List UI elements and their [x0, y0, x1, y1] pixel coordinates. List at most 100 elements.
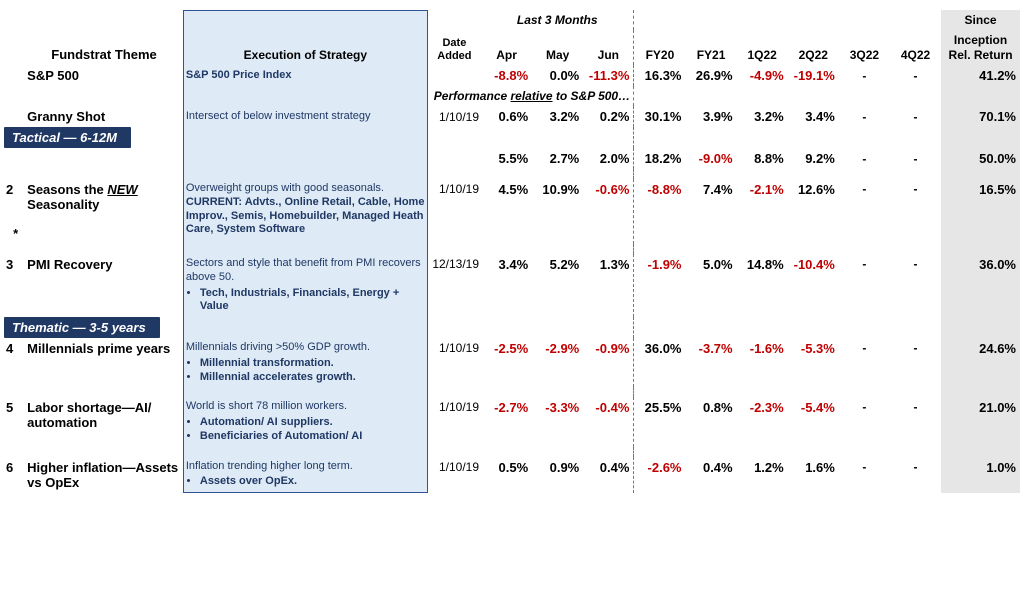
r4-jun: -0.9%	[583, 338, 634, 387]
r5-q2: -5.4%	[788, 397, 839, 446]
r5-fy20: 25.5%	[634, 397, 685, 446]
r2-fy20: -8.8%	[634, 179, 685, 244]
perfnote-b: relative	[511, 89, 553, 103]
r6-theme: Higher inflation—Assets vs OpEx	[23, 457, 183, 494]
tact-fy21: -9.0%	[686, 148, 737, 169]
granny-fy20: 30.1%	[634, 106, 685, 127]
hdr-2q22: 2Q22	[788, 30, 839, 65]
hdr-since: Since	[941, 10, 1020, 30]
r3-fy21: 5.0%	[686, 254, 737, 317]
r2-may: 10.9%	[532, 179, 583, 244]
r3-date: 12/13/19	[428, 254, 481, 317]
r6-q1: 1.2%	[737, 457, 788, 494]
hdr-fy20: FY20	[634, 30, 685, 65]
granny-q1: 3.2%	[737, 106, 788, 127]
row-perfnote: Performance relative to S&P 500…	[4, 86, 1020, 106]
spx-theme: S&P 500	[23, 65, 183, 86]
r2-q1: -2.1%	[737, 179, 788, 244]
granny-exec: Intersect of below investment strategy	[183, 106, 428, 127]
r3-may: 5.2%	[532, 254, 583, 317]
r6-inc: 1.0%	[941, 457, 1020, 494]
hdr-1q22: 1Q22	[737, 30, 788, 65]
r5-num: 5	[4, 397, 23, 446]
r4-apr: -2.5%	[481, 338, 532, 387]
spx-fy21: 26.9%	[686, 65, 737, 86]
r4-fy21: -3.7%	[686, 338, 737, 387]
r4-inc: 24.6%	[941, 338, 1020, 387]
r2-theme-c: Seasonality	[27, 197, 99, 212]
granny-q3: -	[839, 106, 890, 127]
hdr-inception: InceptionRel. Return	[941, 30, 1020, 65]
r5-fy21: 0.8%	[686, 397, 737, 446]
row-tactical-sum: 5.5% 2.7% 2.0% 18.2% -9.0% 8.8% 9.2% - -…	[4, 148, 1020, 169]
granny-inc: 70.1%	[941, 106, 1020, 127]
r3-q3: -	[839, 254, 890, 317]
r3-b1: Tech, Industrials, Financials, Energy + …	[200, 287, 399, 313]
strategy-table: Last 3 Months Since Fundstrat Theme Exec…	[4, 10, 1020, 493]
tact-may: 2.7%	[532, 148, 583, 169]
r2-exec1: Overweight groups with good seasonals.	[186, 182, 384, 194]
hdr-3q22: 3Q22	[839, 30, 890, 65]
granny-theme: Granny Shot	[23, 106, 183, 127]
tact-inc: 50.0%	[941, 148, 1020, 169]
spx-q2: -19.1%	[788, 65, 839, 86]
r3-q4: -	[890, 254, 941, 317]
tactical-pill: Tactical — 6-12M	[4, 127, 131, 148]
r6-apr: 0.5%	[481, 457, 532, 494]
r6-fy21: 0.4%	[686, 457, 737, 494]
row-6: 6 Higher inflation—Assets vs OpEx Inflat…	[4, 457, 1020, 494]
r6-q3: -	[839, 457, 890, 494]
spx-may: 0.0%	[532, 65, 583, 86]
r6-date: 1/10/19	[428, 457, 481, 494]
r6-q4: -	[890, 457, 941, 494]
r2-theme-b: NEW	[107, 182, 137, 197]
spx-jun: -11.3%	[583, 65, 634, 86]
spx-inc: 41.2%	[941, 65, 1020, 86]
header-row-1: Last 3 Months Since	[4, 10, 1020, 30]
r6-fy20: -2.6%	[634, 457, 685, 494]
hdr-theme: Fundstrat Theme	[23, 30, 183, 65]
granny-q4: -	[890, 106, 941, 127]
spx-fy20: 16.3%	[634, 65, 685, 86]
r3-fy20: -1.9%	[634, 254, 685, 317]
r3-exec1: Sectors and style that benefit from PMI …	[186, 257, 421, 283]
r4-q1: -1.6%	[737, 338, 788, 387]
r5-inc: 21.0%	[941, 397, 1020, 446]
r2-star: *	[13, 226, 181, 241]
r3-inc: 36.0%	[941, 254, 1020, 317]
r6-b1: Assets over OpEx.	[200, 475, 297, 487]
r4-exec1: Millennials driving >50% GDP growth.	[186, 341, 370, 353]
r2-date: 1/10/19	[428, 179, 481, 244]
r5-b2: Beneficiaries of Automation/ AI	[200, 430, 362, 442]
r6-q2: 1.6%	[788, 457, 839, 494]
granny-apr: 0.6%	[481, 106, 532, 127]
spx-q1: -4.9%	[737, 65, 788, 86]
r5-q4: -	[890, 397, 941, 446]
spx-q3: -	[839, 65, 890, 86]
r5-jun: -0.4%	[583, 397, 634, 446]
tact-q2: 9.2%	[788, 148, 839, 169]
r5-q3: -	[839, 397, 890, 446]
hdr-4q22: 4Q22	[890, 30, 941, 65]
r6-num: 6	[4, 457, 23, 494]
row-4: 4 Millennials prime years Millennials dr…	[4, 338, 1020, 387]
r3-jun: 1.3%	[583, 254, 634, 317]
hdr-exec: Execution of Strategy	[183, 30, 428, 65]
r4-b2: Millennial accelerates growth.	[200, 371, 356, 383]
hdr-last3: Last 3 Months	[481, 10, 634, 30]
tact-fy20: 18.2%	[634, 148, 685, 169]
hdr-fy21: FY21	[686, 30, 737, 65]
r4-num: 4	[4, 338, 23, 387]
spx-exec: S&P 500 Price Index	[186, 69, 292, 81]
r4-date: 1/10/19	[428, 338, 481, 387]
r4-q3: -	[839, 338, 890, 387]
r3-theme: PMI Recovery	[23, 254, 183, 317]
granny-q2: 3.4%	[788, 106, 839, 127]
granny-jun: 0.2%	[583, 106, 634, 127]
r2-theme-a: Seasons the	[27, 182, 107, 197]
perfnote-c: to S&P 500…	[553, 89, 631, 103]
granny-date: 1/10/19	[428, 106, 481, 127]
r2-q3: -	[839, 179, 890, 244]
r2-inc: 16.5%	[941, 179, 1020, 244]
row-3: 3 PMI Recovery Sectors and style that be…	[4, 254, 1020, 317]
